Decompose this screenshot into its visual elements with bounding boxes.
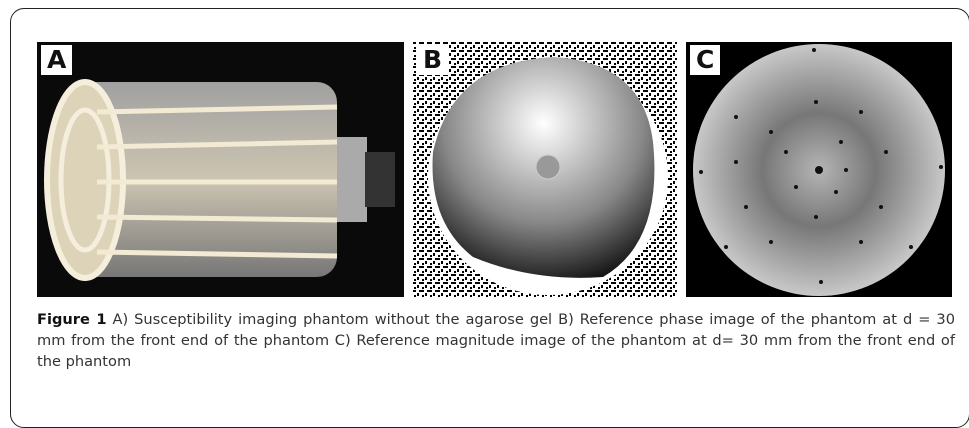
caption-text: A) Susceptibility imaging phantom withou… bbox=[37, 311, 955, 370]
phase-image bbox=[413, 42, 677, 297]
panel-label: B bbox=[417, 45, 448, 75]
photo-phantom bbox=[37, 42, 404, 297]
caption-label: Figure 1 bbox=[37, 311, 107, 328]
page: A B C Figure 1 A) Susceptibility imaging… bbox=[0, 0, 969, 401]
panel-c: C bbox=[686, 42, 952, 297]
panel-b: B bbox=[413, 42, 677, 297]
magnitude-image bbox=[686, 42, 952, 297]
caption: Figure 1 A) Susceptibility imaging phant… bbox=[37, 309, 955, 372]
panel-label: C bbox=[690, 45, 720, 75]
panel-label: A bbox=[41, 45, 72, 75]
panel-a: A bbox=[37, 42, 404, 297]
